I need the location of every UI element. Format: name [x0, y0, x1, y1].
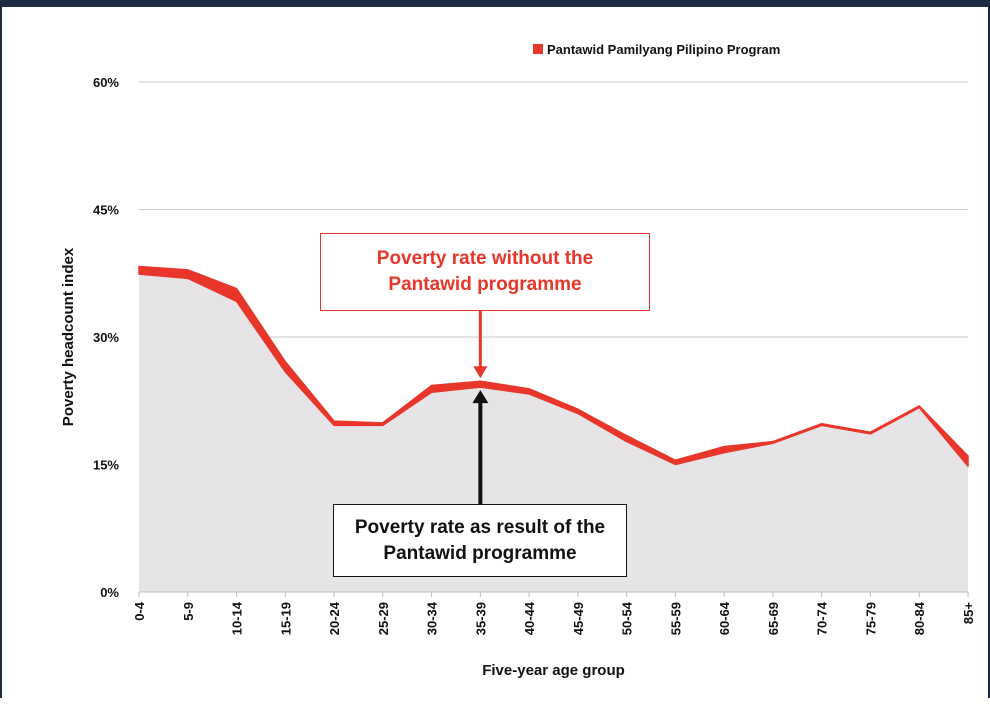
data-point-without — [333, 420, 335, 422]
data-point-without — [479, 380, 481, 382]
annotation-without-programme: Poverty rate without the Pantawid progra… — [320, 233, 650, 311]
x-tick-label: 50-54 — [620, 601, 635, 635]
y-tick-label: 45% — [93, 203, 119, 218]
x-tick-label: 30-34 — [425, 601, 440, 635]
legend-label: Pantawid Pamilyang Pilipino Program — [547, 42, 780, 57]
annotation-without-line2: Pantawid programme — [388, 274, 582, 295]
data-point-without — [236, 288, 238, 290]
y-tick-label: 15% — [93, 458, 119, 473]
data-point-without — [187, 269, 189, 271]
y-axis-ticks: 0% 15% 30% 45% 60% — [93, 75, 119, 600]
x-tick-label: 25-29 — [376, 602, 391, 635]
arrow-without-head — [473, 366, 488, 379]
x-tick-label: 55-59 — [668, 602, 683, 635]
y-tick-label: 60% — [93, 75, 119, 90]
annotation-with-programme: Poverty rate as result of the Pantawid p… — [333, 504, 627, 577]
data-point-without — [967, 455, 969, 457]
data-point-without — [918, 405, 920, 407]
x-tick-label: 0-4 — [132, 601, 147, 621]
x-tick-label: 45-49 — [571, 602, 586, 635]
annotation-without-line1: Poverty rate without the — [376, 248, 594, 269]
annotation-with-line2: Pantawid programme — [383, 542, 577, 564]
data-point-without — [626, 435, 628, 437]
y-tick-label: 0% — [100, 585, 119, 600]
x-tick-label: 40-44 — [522, 601, 537, 635]
y-tick-label: 30% — [93, 330, 119, 345]
data-point-without — [382, 422, 384, 424]
legend-swatch — [533, 44, 543, 54]
data-point-without — [821, 423, 823, 425]
x-axis-title: Five-year age group — [482, 662, 625, 679]
arrow-with-head — [472, 390, 489, 404]
x-tick-label: 10-14 — [230, 601, 245, 635]
x-tick-label: 35-39 — [473, 602, 488, 635]
annotation-arrows — [472, 311, 489, 504]
x-tick-label: 80-84 — [912, 601, 927, 635]
x-tick-label: 5-9 — [181, 602, 196, 621]
x-tick-label: 15-19 — [278, 602, 293, 635]
x-tick-label: 85+ — [961, 602, 976, 624]
x-tick-label: 20-24 — [327, 601, 342, 635]
data-point-without — [284, 361, 286, 363]
data-point-without — [674, 459, 676, 461]
data-point-without — [138, 265, 140, 267]
data-point-without — [772, 441, 774, 443]
data-point-without — [869, 431, 871, 433]
y-axis-title: Poverty headcount index — [60, 247, 77, 426]
data-point-without — [528, 388, 530, 390]
data-point-without — [431, 384, 433, 386]
data-point-without — [577, 408, 579, 410]
data-point-without — [723, 446, 725, 448]
x-axis-ticks: 0-4 5-9 10-14 15-19 20-24 25-29 30-34 35-39 40-4… — [132, 592, 976, 635]
x-tick-label: 70-74 — [815, 601, 830, 635]
chart-canvas: 0% 15% 30% 45% 60% 0-4 5-9 10-14 15-19 20-24 25-2… — [60, 42, 976, 679]
annotation-with-line1: Poverty rate as result of the — [354, 516, 606, 538]
x-tick-label: 65-69 — [766, 602, 781, 635]
x-tick-label: 60-64 — [717, 601, 732, 635]
x-tick-label: 75-79 — [863, 602, 878, 635]
